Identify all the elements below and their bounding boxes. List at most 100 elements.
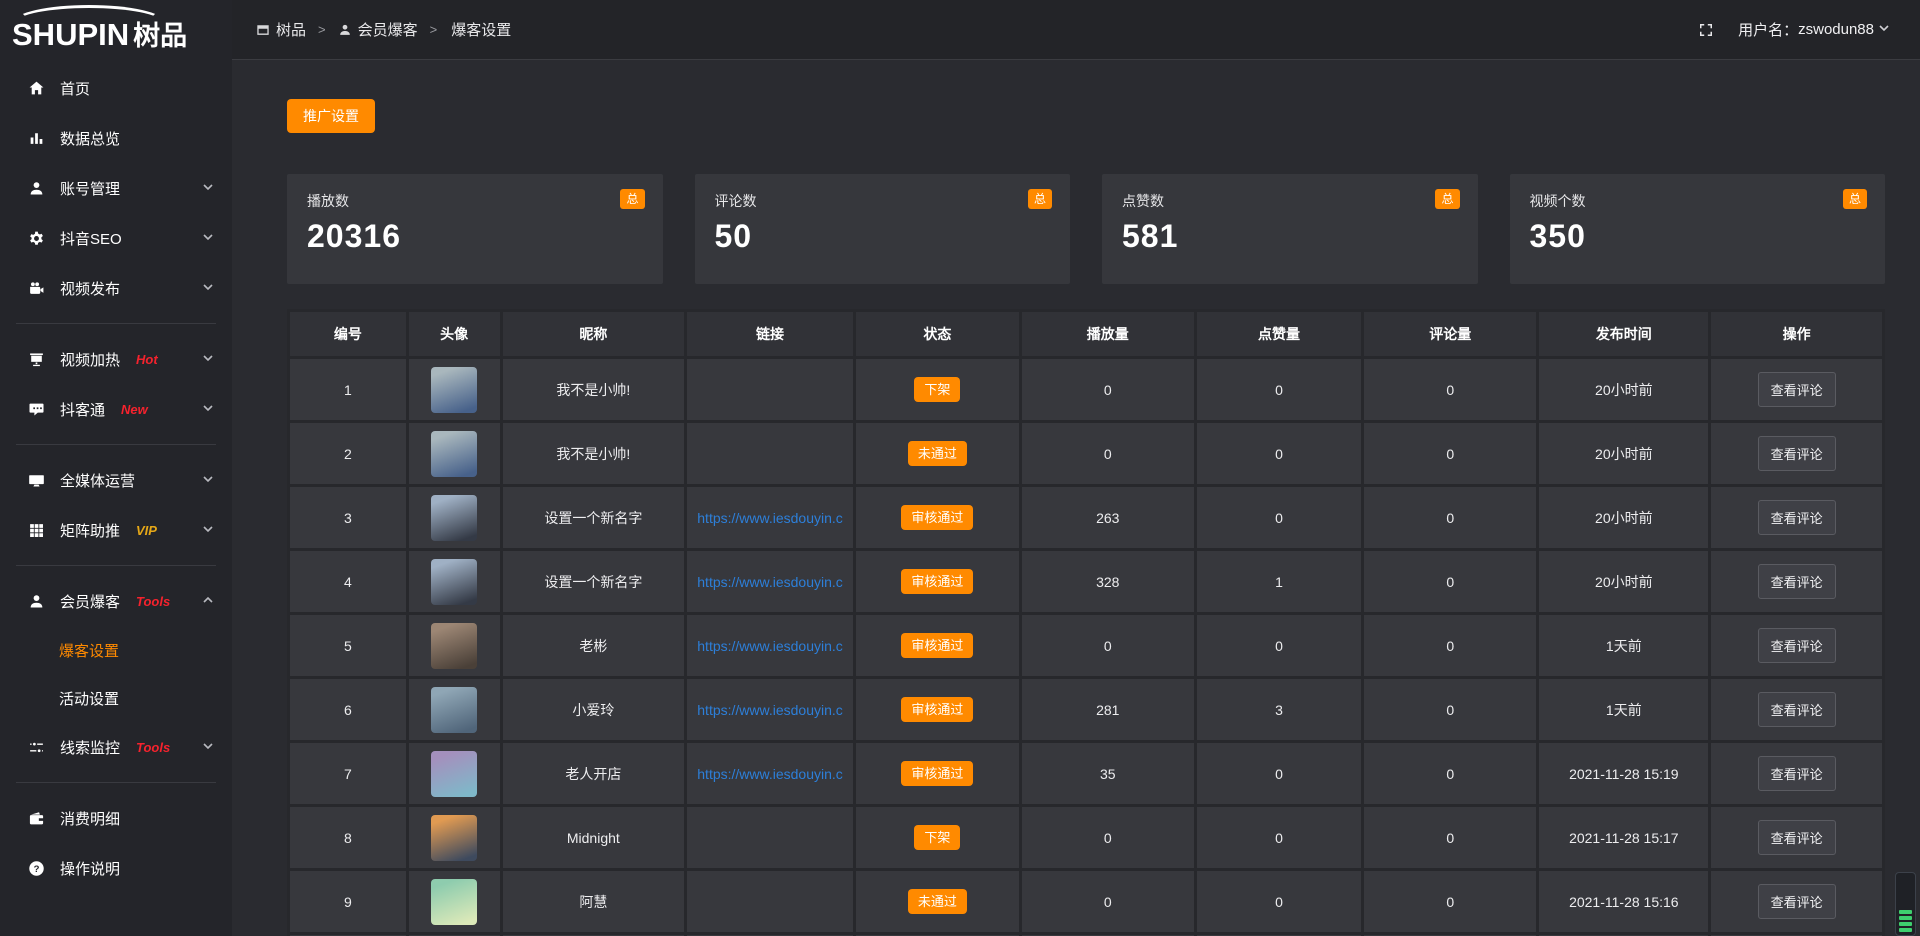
column-header-5: 状态 [855, 312, 1019, 356]
screen-icon [28, 351, 45, 368]
sidebar-item-10[interactable]: 会员爆客 Tools [0, 576, 232, 626]
breadcrumb-label: 会员爆客 [357, 22, 418, 39]
cell-link: https://www.iesdouyin.c [687, 615, 853, 676]
sidebar-item-4[interactable]: 抖音SEO [0, 213, 232, 263]
cell-link: https://www.iesdouyin.c [687, 487, 853, 548]
cell-comments: 0 [1364, 871, 1537, 932]
sidebar-item-2[interactable]: 数据总览 [0, 113, 232, 163]
status-badge: 审核通过 [901, 569, 974, 594]
cell-nickname: 老彬 [502, 615, 685, 676]
cell-link: https://www.iesdouyin.c [687, 743, 853, 804]
cell-avatar [408, 423, 500, 484]
view-comments-button[interactable]: 查看评论 [1757, 628, 1836, 663]
view-comments-button[interactable]: 查看评论 [1757, 372, 1836, 407]
sidebar-item-tag: VIP [136, 522, 157, 538]
cell-id: 1 [290, 359, 406, 420]
extension-widget[interactable] [1895, 872, 1916, 936]
view-comments-button[interactable]: 查看评论 [1757, 436, 1836, 471]
view-comments-button[interactable]: 查看评论 [1757, 564, 1836, 599]
stat-card-total-badge: 总 [1435, 189, 1460, 209]
cell-likes: 1 [1196, 551, 1362, 612]
sidebar-menu: 首页 数据总览 账号管理 抖音SEO 视频发布视频加热 Hot 抖客通 New 全媒体运营 矩阵助… [0, 60, 232, 893]
sidebar-item-label: 操作说明 [60, 860, 121, 878]
user-menu[interactable]: 用户名： zswodun88 [1738, 19, 1890, 40]
sidebar-item-3[interactable]: 账号管理 [0, 163, 232, 213]
cell-id: 5 [290, 615, 406, 676]
stat-card-total-badge: 总 [1842, 189, 1867, 209]
avatar [431, 814, 478, 861]
user-icon [28, 180, 45, 197]
cell-id: 4 [290, 551, 406, 612]
status-badge: 审核通过 [901, 761, 974, 786]
help-icon [28, 860, 45, 877]
cell-comments: 0 [1364, 807, 1537, 868]
sidebar-item-11[interactable]: 线索监控 Tools [0, 722, 232, 772]
view-comments-button[interactable]: 查看评论 [1757, 756, 1836, 791]
breadcrumb-item-member[interactable]: 会员爆客 [338, 19, 418, 40]
cell-nickname: 老人开店 [502, 743, 685, 804]
sidebar-subitem-爆客设置[interactable]: 爆客设置 [59, 642, 120, 660]
cell-publish-time: 20小时前 [1539, 487, 1709, 548]
chart-icon [28, 130, 45, 147]
view-comments-button[interactable]: 查看评论 [1757, 692, 1836, 727]
view-comments-button[interactable]: 查看评论 [1757, 500, 1836, 535]
sidebar-item-8[interactable]: 全媒体运营 [0, 455, 232, 505]
sidebar-item-6[interactable]: 视频加热 Hot [0, 334, 232, 384]
cell-actions: 查看评论 [1711, 423, 1882, 484]
promo-settings-button[interactable]: 推广设置 [287, 99, 375, 133]
widget-bar [1899, 928, 1912, 932]
table-header-row: 编号 头像 昵称 链接 状态 播放量 点赞量 评论量 发布时间 操作 [290, 312, 1882, 356]
breadcrumb-label: 树品 [276, 22, 307, 39]
logo[interactable]: SHUPIN 树品 [0, 0, 232, 60]
home-icon [28, 80, 45, 97]
stat-card-1: 播放数 20316 总 [287, 174, 663, 284]
sidebar-item-label: 会员爆客 [60, 593, 121, 611]
video-link[interactable]: https://www.iesdouyin.c [697, 765, 843, 782]
sidebar-item-tag: New [121, 401, 148, 417]
sidebar-item-5[interactable]: 视频发布 [0, 263, 232, 313]
sidebar-item-9[interactable]: 矩阵助推 VIP [0, 505, 232, 555]
cell-plays: 0 [1021, 359, 1194, 420]
cell-publish-time: 20小时前 [1539, 551, 1709, 612]
sidebar-item-12[interactable]: 消费明细 [0, 793, 232, 843]
avatar [431, 622, 478, 669]
cell-actions: 查看评论 [1711, 871, 1882, 932]
video-link[interactable]: https://www.iesdouyin.c [697, 637, 843, 654]
cell-nickname: 阿慧 [502, 871, 685, 932]
sidebar-item-label: 线索监控 [60, 739, 121, 757]
cell-link [687, 359, 853, 420]
main-content: 推广设置 播放数 20316 总评论数 50 总点赞数 581 总视频个数 350 总 编号 头像… [232, 60, 1920, 936]
cell-status: 下架 [855, 807, 1019, 868]
cell-nickname: 设置一个新名字 [502, 551, 685, 612]
cell-comments: 0 [1364, 423, 1537, 484]
topbar: 树品 > 会员爆客 > 爆客设置 用户名： zswodun88 [232, 0, 1920, 60]
cell-plays: 328 [1021, 551, 1194, 612]
cell-actions: 查看评论 [1711, 487, 1882, 548]
stat-card-value: 50 [714, 218, 753, 254]
breadcrumb-separator: > [318, 22, 326, 37]
column-header-6: 播放量 [1021, 312, 1194, 356]
sidebar-item-13[interactable]: 操作说明 [0, 843, 232, 893]
view-comments-button[interactable]: 查看评论 [1757, 884, 1836, 919]
table-row: 4 设置一个新名字 https://www.iesdouyin.c 审核通过 328 1 0… [290, 551, 1882, 612]
widget-bar [1899, 916, 1912, 920]
cell-likes: 0 [1196, 743, 1362, 804]
video-link[interactable]: https://www.iesdouyin.c [697, 509, 843, 526]
view-comments-button[interactable]: 查看评论 [1757, 820, 1836, 855]
cell-actions: 查看评论 [1711, 359, 1882, 420]
cell-avatar [408, 743, 500, 804]
sidebar-subitem-活动设置[interactable]: 活动设置 [59, 690, 120, 708]
sidebar: SHUPIN 树品 首页 数据总览 账号管理 抖音SEO 视频发布视频加热 Hot 抖客通 Ne… [0, 0, 232, 936]
cell-publish-time: 2021-11-28 15:19 [1539, 743, 1709, 804]
status-badge: 下架 [914, 377, 961, 402]
cell-plays: 35 [1021, 743, 1194, 804]
fullscreen-icon[interactable] [1698, 22, 1714, 38]
cell-likes: 0 [1196, 423, 1362, 484]
video-link[interactable]: https://www.iesdouyin.c [697, 701, 843, 718]
sidebar-divider [16, 565, 216, 566]
sidebar-item-7[interactable]: 抖客通 New [0, 384, 232, 434]
video-link[interactable]: https://www.iesdouyin.c [697, 573, 843, 590]
sidebar-item-1[interactable]: 首页 [0, 63, 232, 113]
breadcrumb-item-shupin[interactable]: 树品 [256, 19, 306, 40]
avatar [431, 750, 478, 797]
